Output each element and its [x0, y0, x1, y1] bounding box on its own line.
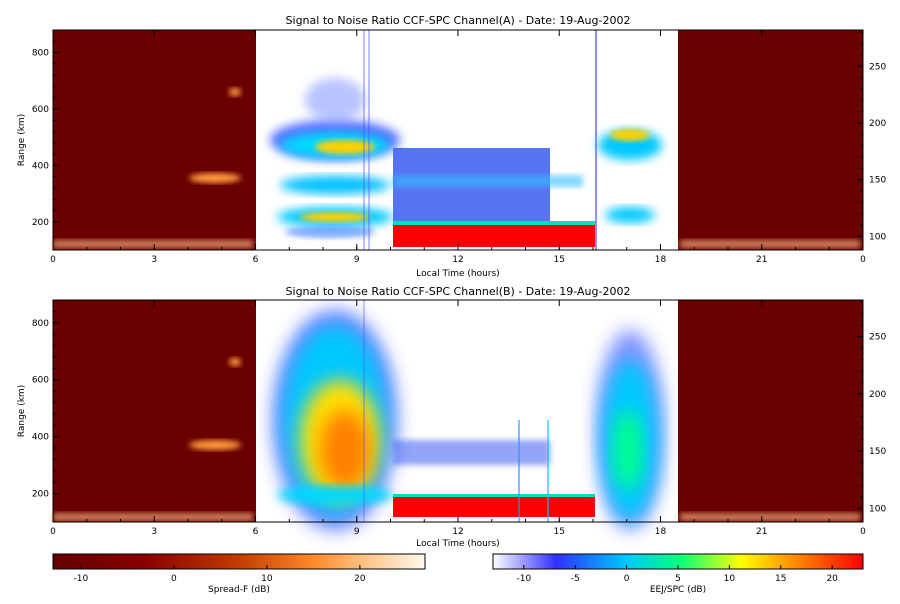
y2-tick-label: 250	[869, 333, 886, 343]
y2-axis-b: 100 150 200 250	[857, 301, 886, 514]
colorbar-tick-label: 10	[724, 574, 736, 584]
x-tick-label: 3	[151, 527, 157, 537]
x-tick-label: 6	[253, 527, 259, 537]
x-tick-label: 12	[452, 527, 463, 537]
colorbar-eej-spc-label: EEJ/SPC (dB)	[650, 585, 706, 595]
colorbar-tick-label: 5	[675, 574, 681, 584]
x-axis-a: 0 3 6 9 12 15 18 21 0	[50, 30, 866, 265]
y2-tick-label: 100	[869, 232, 886, 242]
spreadf-echo-a	[189, 173, 241, 183]
colorbar-tick-label: -5	[571, 574, 580, 584]
chart-title-b: Signal to Noise Ratio CCF-SPC Channel(B)…	[286, 285, 631, 298]
spreadf-region-left-b	[53, 300, 256, 522]
x-tick-label: 15	[554, 527, 565, 537]
x-tick-label: 0	[860, 255, 866, 265]
x-tick-label: 21	[756, 255, 767, 265]
colorbar-spread-f-ticks: -10 0 10 20	[74, 565, 366, 584]
y2-tick-label: 150	[869, 447, 886, 457]
y2-tick-label: 200	[869, 119, 886, 129]
spreadf-bottom-echo-right-b	[680, 513, 860, 521]
x-tick-label: 18	[655, 527, 667, 537]
x-tick-label: 9	[354, 527, 360, 537]
colorbar-tick-label: 15	[775, 574, 786, 584]
panel-channel-a: Signal to Noise Ratio CCF-SPC Channel(A)…	[17, 14, 886, 279]
eej-signal-a	[270, 30, 662, 250]
x-tick-label: 12	[452, 255, 463, 265]
x-axis-b: 0 3 6 9 12 15 18 21 0	[50, 300, 866, 537]
y-axis-label-b: Range (km)	[17, 385, 27, 437]
y-axis-a: 200 400 600 800	[32, 29, 59, 228]
x-axis-label-b: Local Time (hours)	[416, 539, 499, 549]
y-tick-label: 400	[32, 161, 49, 171]
spreadf-region-right-a	[678, 30, 863, 250]
spreadf-region-left-a	[53, 30, 256, 250]
colorbar-spread-f-label: Spread-F (dB)	[208, 585, 270, 595]
colorbar-tick-label: 20	[354, 574, 366, 584]
y2-axis-a: 100 150 200 250	[857, 31, 886, 242]
y2-tick-label: 100	[869, 504, 886, 514]
x-tick-label: 18	[655, 255, 667, 265]
spreadf-echo-small-a	[229, 88, 241, 96]
spreadf-echo-small-b	[229, 358, 241, 366]
x-tick-label: 9	[354, 255, 360, 265]
spreadf-echo-b	[189, 440, 241, 450]
x-tick-label: 15	[554, 255, 565, 265]
y-tick-label: 800	[32, 319, 49, 329]
colorbar-spread-f: -10 0 10 20 Spread-F (dB)	[52, 553, 426, 595]
colorbar-spread-f-gradient	[52, 553, 426, 570]
y-tick-label: 200	[32, 490, 49, 500]
y-tick-label: 200	[32, 218, 49, 228]
x-tick-label: 0	[860, 527, 866, 537]
eej-signal-b	[273, 300, 664, 530]
colorbar-tick-label: 10	[261, 574, 273, 584]
x-tick-label: 21	[756, 527, 767, 537]
y-tick-label: 400	[32, 433, 49, 443]
spreadf-bottom-echo-left-b	[53, 513, 253, 521]
spreadf-bottom-echo-right-a	[680, 240, 860, 248]
colorbar-tick-label: -10	[74, 574, 89, 584]
x-tick-label: 3	[151, 255, 157, 265]
x-tick-label: 0	[50, 255, 56, 265]
panel-channel-b: Signal to Noise Ratio CCF-SPC Channel(B)…	[17, 285, 886, 549]
y2-tick-label: 200	[869, 390, 886, 400]
y-tick-label: 600	[32, 376, 49, 386]
y-tick-label: 800	[32, 49, 49, 59]
chart-title-a: Signal to Noise Ratio CCF-SPC Channel(A)…	[286, 14, 631, 27]
colorbar-tick-label: 0	[171, 574, 177, 584]
colorbar-eej-spc-ticks: -10 -5 0 5 10 15 20	[516, 565, 838, 584]
colorbar-tick-label: 20	[826, 574, 838, 584]
y-axis-label-a: Range (km)	[17, 114, 27, 166]
y-tick-label: 600	[32, 105, 49, 115]
x-axis-label-a: Local Time (hours)	[416, 269, 499, 279]
spreadf-bottom-echo-left-a	[53, 240, 253, 248]
y-axis-b: 200 400 600 800	[32, 299, 59, 500]
colorbar-eej-spc: -10 -5 0 5 10 15 20 EEJ/SPC (dB)	[492, 553, 864, 595]
y2-tick-label: 250	[869, 62, 886, 72]
spreadf-region-right-b	[678, 300, 863, 522]
y2-tick-label: 150	[869, 176, 886, 186]
x-tick-label: 0	[50, 527, 56, 537]
colorbar-tick-label: 0	[624, 574, 630, 584]
colorbar-tick-label: -10	[516, 574, 531, 584]
x-tick-label: 6	[253, 255, 259, 265]
